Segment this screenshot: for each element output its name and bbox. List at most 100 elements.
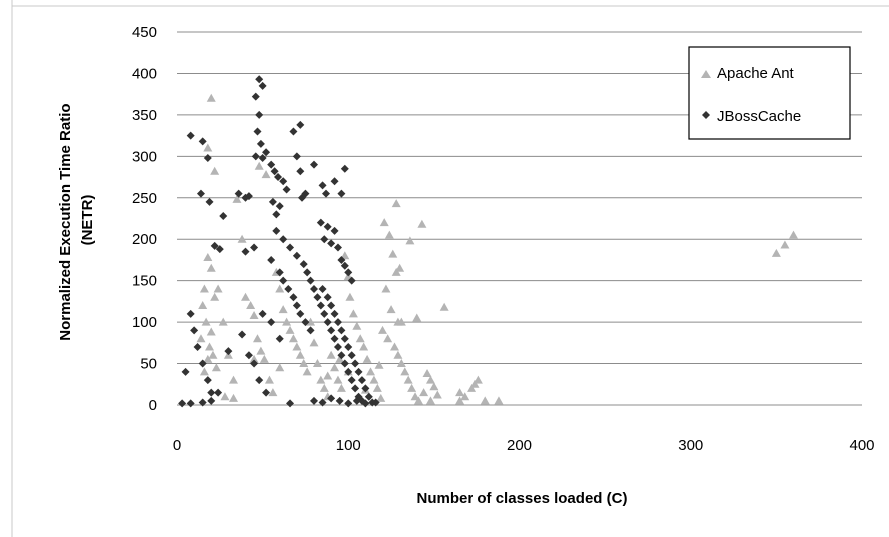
x-tick-label: 100	[336, 437, 361, 454]
x-tick-labels: 0 100 200 300 400	[173, 437, 875, 454]
data-point-diamond	[210, 241, 219, 250]
data-point-diamond	[303, 268, 312, 277]
legend-diamond-marker	[702, 111, 710, 119]
data-point-diamond	[337, 326, 346, 335]
data-point-triangle	[789, 230, 798, 239]
x-tick-label: 200	[507, 437, 532, 454]
y-tick-labels: 0 50 100 150 200 250 300 350 400 450	[132, 24, 157, 414]
data-point-triangle	[208, 350, 218, 359]
data-point-triangle	[201, 317, 211, 326]
data-point-diamond	[344, 268, 353, 277]
data-point-diamond	[205, 197, 214, 206]
data-point-diamond	[262, 388, 271, 397]
data-point-diamond	[340, 164, 349, 173]
data-point-diamond	[296, 309, 305, 318]
data-point-diamond	[333, 342, 342, 351]
y-tick-label: 100	[132, 314, 157, 331]
data-point-triangle	[199, 284, 209, 293]
data-point-diamond	[352, 396, 361, 405]
data-point-diamond	[186, 131, 195, 140]
data-point-diamond	[262, 148, 271, 157]
data-point-diamond	[344, 399, 353, 408]
data-point-diamond	[310, 396, 318, 405]
data-point-triangle	[422, 369, 432, 378]
data-point-triangle	[203, 252, 213, 261]
data-point-triangle	[261, 170, 271, 179]
data-point-diamond	[203, 153, 212, 162]
data-point-triangle	[771, 248, 781, 257]
data-point-triangle	[252, 334, 262, 343]
data-point-diamond	[357, 376, 366, 385]
data-point-triangle	[249, 310, 259, 319]
data-point-triangle	[295, 350, 305, 359]
data-point-diamond	[337, 255, 346, 264]
data-point-diamond	[327, 394, 336, 403]
data-point-triangle	[196, 334, 206, 343]
data-point-triangle	[206, 263, 216, 272]
data-point-triangle	[355, 334, 365, 343]
data-point-diamond	[299, 260, 308, 269]
data-point-triangle	[198, 301, 208, 310]
data-point-diamond	[361, 384, 370, 393]
data-point-triangle	[220, 392, 230, 401]
data-point-diamond	[354, 367, 363, 376]
data-point-diamond	[234, 189, 243, 198]
data-point-triangle	[432, 390, 442, 399]
data-point-diamond	[258, 309, 267, 318]
data-point-diamond	[207, 388, 216, 397]
y-tick-label: 350	[132, 107, 157, 124]
y-tick-label: 250	[132, 190, 157, 207]
x-axis-title: Number of classes loaded (C)	[417, 490, 628, 507]
data-point-triangle	[218, 317, 228, 326]
data-point-diamond	[286, 243, 295, 252]
data-point-triangle	[396, 359, 406, 368]
data-point-triangle	[400, 367, 410, 376]
data-point-diamond	[330, 334, 339, 343]
data-point-triangle	[275, 284, 285, 293]
data-point-diamond	[330, 226, 339, 235]
data-point-triangle	[205, 342, 215, 351]
data-point-diamond	[361, 399, 370, 408]
data-point-triangle	[206, 93, 216, 102]
data-point-triangle	[254, 161, 264, 170]
data-point-triangle	[256, 346, 266, 355]
data-point-triangle	[425, 396, 435, 405]
data-point-triangle	[309, 338, 319, 347]
data-point-triangle	[210, 166, 220, 175]
data-point-triangle	[199, 367, 209, 376]
data-point-diamond	[316, 218, 325, 227]
data-point-triangle	[384, 230, 394, 239]
data-point-diamond	[258, 153, 267, 162]
data-point-diamond	[193, 342, 202, 351]
data-point-diamond	[335, 396, 344, 405]
data-point-diamond	[268, 197, 277, 206]
data-point-diamond	[224, 347, 233, 356]
data-point-triangle	[203, 354, 213, 363]
data-point-triangle	[345, 292, 355, 301]
data-point-diamond	[330, 177, 339, 186]
data-point-diamond	[337, 189, 346, 198]
data-point-diamond	[340, 334, 349, 343]
data-point-triangle	[249, 354, 259, 363]
data-point-diamond	[270, 167, 279, 176]
data-point-diamond	[214, 388, 223, 397]
data-point-diamond	[318, 398, 327, 407]
data-point-diamond	[292, 301, 301, 310]
data-point-diamond	[320, 235, 329, 244]
y-tick-label: 150	[132, 273, 157, 290]
legend-item-apache-ant: Apache Ant	[701, 65, 795, 82]
data-point-diamond	[198, 359, 207, 368]
y-tick-label: 300	[132, 148, 157, 165]
data-point-triangle	[379, 218, 389, 227]
data-point-diamond	[347, 376, 356, 385]
data-point-diamond	[274, 173, 283, 182]
data-point-triangle	[467, 383, 477, 392]
data-point-triangle	[210, 292, 220, 301]
data-point-diamond	[251, 152, 260, 161]
data-point-triangle	[381, 284, 391, 293]
legend-triangle-marker	[701, 70, 711, 78]
data-point-triangle	[388, 249, 398, 258]
data-point-triangle	[372, 383, 382, 392]
series-apache-ant	[196, 93, 798, 405]
